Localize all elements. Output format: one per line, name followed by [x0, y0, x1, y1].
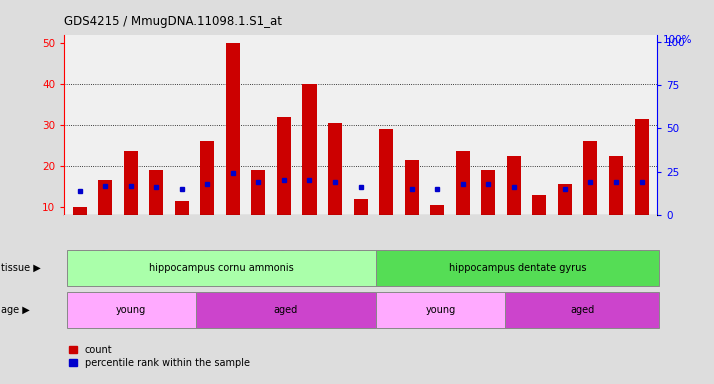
Text: age ▶: age ▶	[1, 305, 29, 315]
Bar	[609, 156, 623, 215]
Bar	[149, 170, 164, 215]
Bar	[481, 170, 496, 215]
Bar	[73, 207, 86, 215]
Legend: count, percentile rank within the sample: count, percentile rank within the sample	[69, 345, 250, 367]
Text: tissue ▶: tissue ▶	[1, 263, 41, 273]
Text: hippocampus cornu ammonis: hippocampus cornu ammonis	[149, 263, 293, 273]
Bar	[328, 123, 342, 215]
Text: aged: aged	[570, 305, 594, 315]
Bar	[277, 117, 291, 215]
Text: young: young	[426, 305, 456, 315]
Bar	[303, 84, 316, 215]
Bar	[405, 160, 418, 215]
Text: GDS4215 / MmugDNA.11098.1.S1_at: GDS4215 / MmugDNA.11098.1.S1_at	[64, 15, 282, 28]
Bar	[124, 151, 138, 215]
Text: hippocampus dentate gyrus: hippocampus dentate gyrus	[449, 263, 586, 273]
Text: 100%: 100%	[663, 35, 693, 45]
Bar	[379, 129, 393, 215]
Bar	[226, 43, 240, 215]
Bar	[456, 151, 470, 215]
Bar	[507, 156, 521, 215]
Text: aged: aged	[273, 305, 298, 315]
Bar	[583, 141, 598, 215]
Bar	[175, 201, 188, 215]
Bar	[353, 199, 368, 215]
Bar	[201, 141, 214, 215]
Bar	[635, 119, 648, 215]
Bar	[98, 180, 112, 215]
Bar	[558, 184, 572, 215]
Text: young: young	[116, 305, 146, 315]
Bar	[430, 205, 444, 215]
Bar	[251, 170, 266, 215]
Bar	[533, 195, 546, 215]
